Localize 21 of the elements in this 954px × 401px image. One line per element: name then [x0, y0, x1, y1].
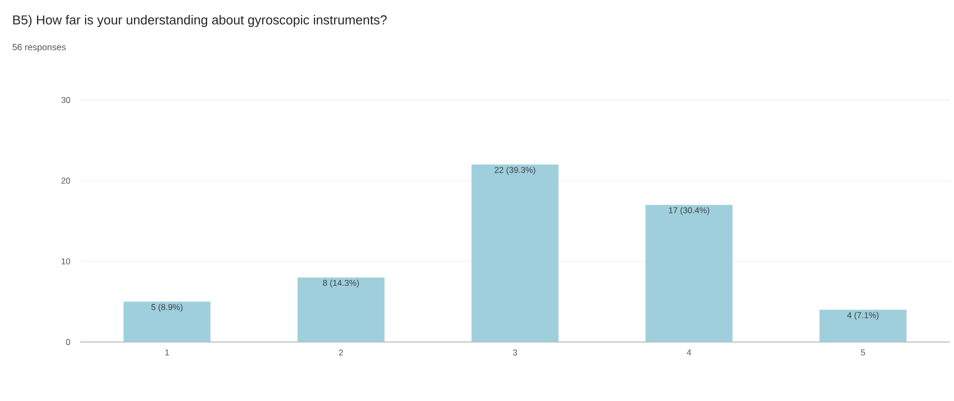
data-label: 5 (8.9%) — [151, 304, 182, 312]
bar — [298, 277, 385, 342]
bar — [124, 302, 211, 342]
data-label: 8 (14.3%) — [323, 280, 359, 288]
chart-subtitle: 56 responses — [12, 44, 66, 52]
bar — [472, 164, 559, 342]
y-tick-label: 0 — [66, 339, 70, 345]
x-tick-label: 4 — [686, 350, 692, 356]
x-tick-label: 2 — [339, 350, 343, 356]
x-tick-label: 3 — [512, 350, 517, 356]
data-label: 17 (30.4%) — [668, 207, 710, 215]
y-tick-label: 20 — [61, 178, 70, 184]
data-label: 4 (7.1%) — [847, 312, 878, 320]
y-tick-label: 30 — [61, 97, 70, 103]
y-tick-label: 10 — [62, 258, 70, 264]
x-tick-label: 5 — [861, 350, 866, 356]
x-tick-label: 1 — [165, 350, 169, 356]
bar — [646, 204, 733, 342]
data-label: 22 (39.3%) — [494, 166, 536, 175]
bar — [820, 310, 907, 342]
chart-title: B5) How far is your understanding about gyroscopic instruments? — [13, 14, 387, 28]
